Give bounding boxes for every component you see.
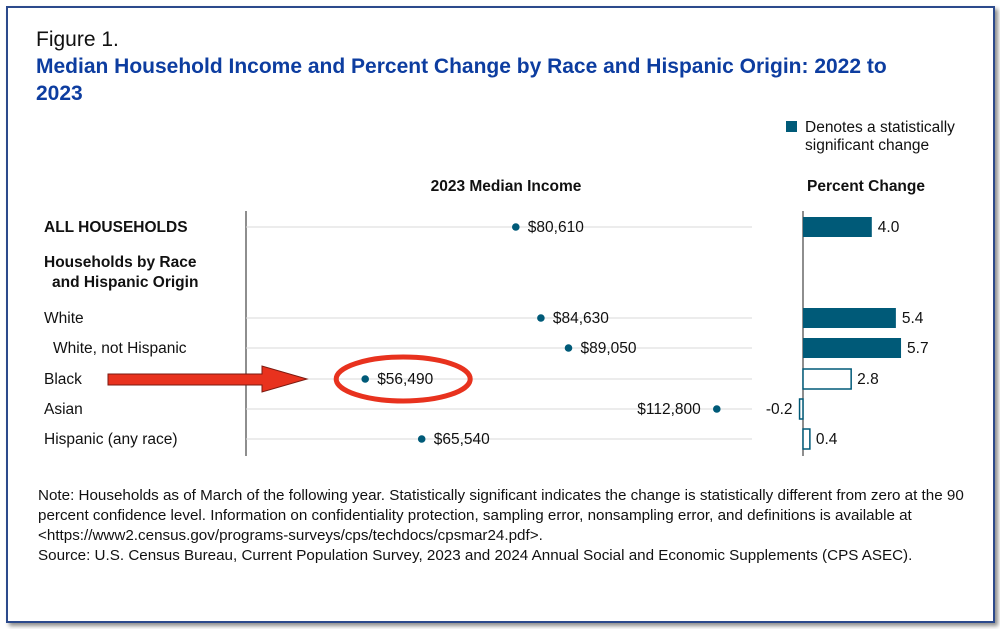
highlight-ellipse	[333, 354, 473, 404]
change-bar-hispanic-any-race	[802, 428, 811, 450]
income-point-asian	[712, 405, 721, 413]
income-label-white-not-hispanic: $89,050	[581, 340, 637, 357]
row-label-hispanic-any-race: Hispanic (any race)	[44, 431, 178, 448]
legend-text-line2: significant change	[805, 137, 929, 154]
change-bar-white	[803, 308, 896, 328]
change-bar-all-households	[803, 217, 872, 237]
income-label-hispanic-any-race: $65,540	[434, 431, 490, 448]
change-label-white: 5.4	[902, 310, 924, 327]
source-text: Source: U.S. Census Bureau, Current Popu…	[38, 547, 913, 564]
note-text: Note: Households as of March of the foll…	[38, 487, 964, 544]
row-label-all-households: ALL HOUSEHOLDS	[44, 219, 188, 236]
group-header-line2: and Hispanic Origin	[52, 274, 198, 291]
income-point-white-not-hispanic	[564, 344, 573, 352]
income-point-hispanic-any-race	[417, 435, 426, 443]
notes: Note: Households as of March of the foll…	[38, 486, 968, 566]
income-label-black: $56,490	[377, 371, 433, 388]
change-bar-black	[802, 368, 852, 390]
income-panel-header: 2023 Median Income	[431, 178, 582, 195]
group-header-line1: Households by Race	[44, 254, 197, 271]
change-bar-white-not-hispanic	[803, 338, 902, 358]
income-point-black	[361, 375, 369, 383]
income-point-white	[537, 314, 545, 322]
change-label-hispanic-any-race: 0.4	[816, 431, 838, 448]
legend-swatch	[786, 121, 797, 132]
change-label-all-households: 4.0	[878, 219, 900, 236]
row-label-white: White	[44, 310, 84, 327]
chart-title: Median Household Income and Percent Chan…	[36, 55, 887, 105]
income-label-all-households: $80,610	[528, 219, 584, 236]
change-label-black: 2.8	[857, 371, 879, 388]
highlight-arrow	[107, 365, 309, 393]
row-label-asian: Asian	[44, 401, 83, 418]
row-label-black: Black	[44, 371, 82, 388]
change-bar-asian	[798, 398, 804, 420]
change-panel-header: Percent Change	[807, 178, 925, 195]
income-label-asian: $112,800	[637, 401, 701, 418]
change-label-asian: -0.2	[766, 401, 793, 418]
income-point-all-households	[512, 223, 520, 231]
income-label-white: $84,630	[553, 310, 609, 327]
legend: Denotes a statistically significant chan…	[786, 119, 955, 154]
change-label-white-not-hispanic: 5.7	[907, 340, 929, 357]
row-label-white-not-hispanic: White, not Hispanic	[53, 340, 187, 357]
figure-label: Figure 1.	[36, 28, 119, 51]
legend-text-line1: Denotes a statistically	[805, 119, 955, 136]
